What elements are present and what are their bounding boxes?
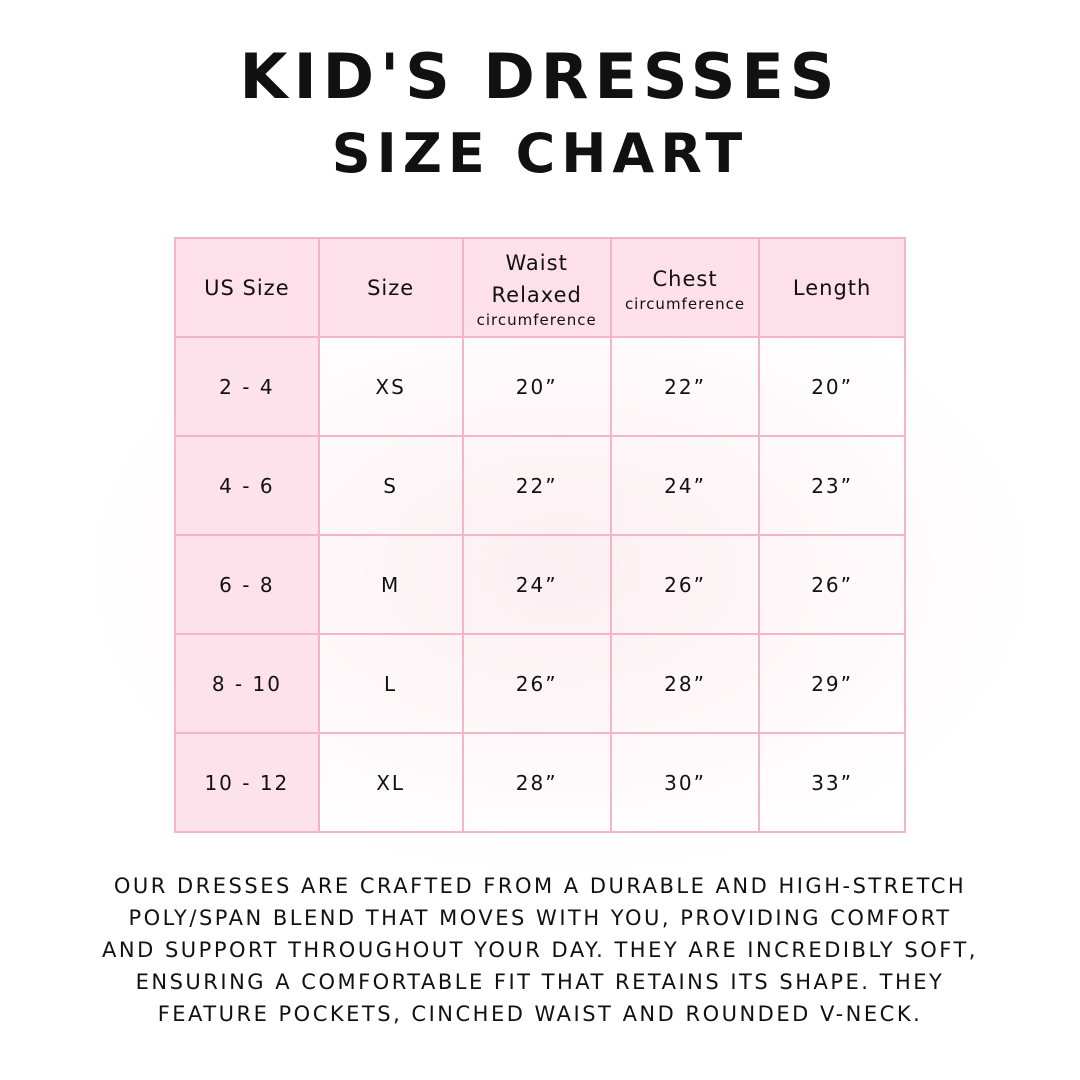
cell-us-size: 4 - 6 <box>174 435 320 536</box>
header-length: Length <box>758 237 906 338</box>
table-header-row: US Size Size Waist Relaxed circumference … <box>174 237 906 338</box>
cell-length: 20” <box>758 336 906 437</box>
description-line: and support throughout your day. They ar… <box>102 938 978 962</box>
cell-size: M <box>317 534 464 635</box>
table-row: 6 - 8 M 24” 26” 26” <box>174 534 906 635</box>
header-chest: Chest circumference <box>609 237 761 338</box>
description-line: Our dresses are crafted from a durable a… <box>113 874 967 898</box>
cell-length: 29” <box>758 633 906 734</box>
cell-size: XL <box>317 732 464 833</box>
cell-chest: 22” <box>609 336 761 437</box>
cell-chest: 26” <box>609 534 761 635</box>
table-row: 10 - 12 XL 28” 30” 33” <box>174 732 906 833</box>
product-description: Our dresses are crafted from a durable a… <box>30 870 1050 1030</box>
cell-waist: 22” <box>461 435 612 536</box>
cell-waist: 28” <box>461 732 612 833</box>
cell-us-size: 6 - 8 <box>174 534 320 635</box>
cell-size: L <box>317 633 464 734</box>
size-chart-table: US Size Size Waist Relaxed circumference … <box>174 237 906 833</box>
header-waist: Waist Relaxed circumference <box>461 237 612 338</box>
header-size: Size <box>317 237 464 338</box>
cell-length: 23” <box>758 435 906 536</box>
cell-waist: 24” <box>461 534 612 635</box>
cell-chest: 30” <box>609 732 761 833</box>
cell-length: 33” <box>758 732 906 833</box>
page-title: Kid's Dresses <box>239 40 841 113</box>
description-line: poly/span blend that moves with you, pro… <box>128 906 952 930</box>
header-us-size: US Size <box>174 237 320 338</box>
cell-chest: 24” <box>609 435 761 536</box>
cell-chest: 28” <box>609 633 761 734</box>
cell-waist: 26” <box>461 633 612 734</box>
table-row: 2 - 4 XS 20” 22” 20” <box>174 336 906 437</box>
cell-us-size: 2 - 4 <box>174 336 320 437</box>
table-row: 4 - 6 S 22” 24” 23” <box>174 435 906 536</box>
cell-length: 26” <box>758 534 906 635</box>
table-row: 8 - 10 L 26” 28” 29” <box>174 633 906 734</box>
cell-us-size: 8 - 10 <box>174 633 320 734</box>
cell-size: XS <box>317 336 464 437</box>
page-subtitle: Size Chart <box>331 122 749 185</box>
description-line: feature pockets, cinched waist and round… <box>157 1002 923 1026</box>
cell-size: S <box>317 435 464 536</box>
cell-us-size: 10 - 12 <box>174 732 320 833</box>
description-line: ensuring a comfortable fit that retains … <box>135 970 945 994</box>
cell-waist: 20” <box>461 336 612 437</box>
